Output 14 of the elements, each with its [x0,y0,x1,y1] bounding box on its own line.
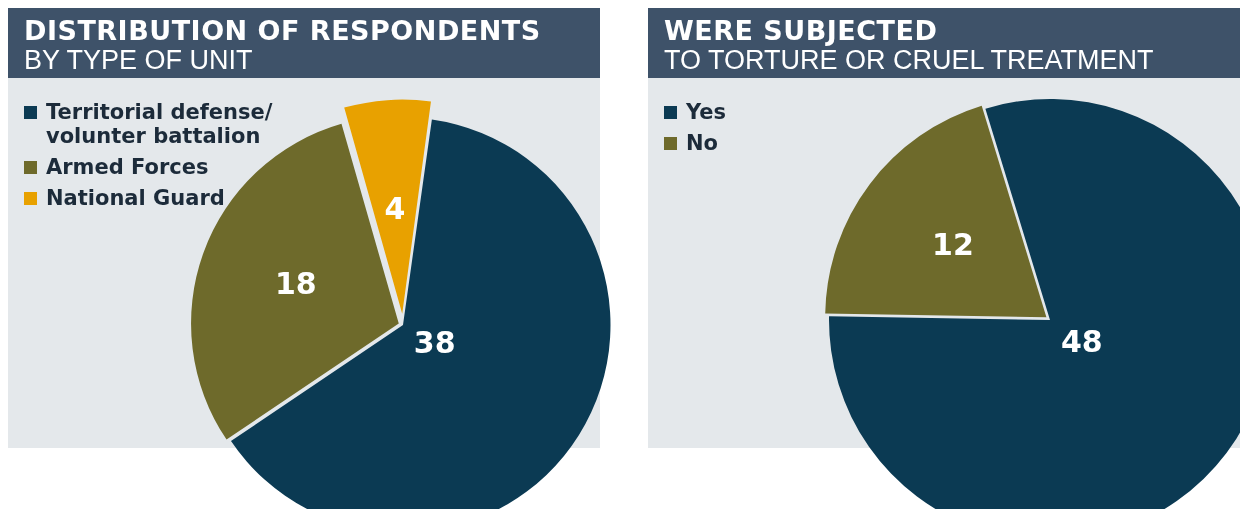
legend-label: Territorial defense/ volunter battalion [46,100,274,148]
data-label: 48 [1060,323,1103,359]
data-label: 38 [413,324,456,360]
chart-subtitle: TO TORTURE OR CRUEL TREATMENT [663,45,1155,75]
legend-label: Armed Forces [46,155,209,179]
data-label: 18 [274,265,317,301]
chart-title: WERE SUBJECTED [663,14,939,46]
legend-label: Yes [686,100,727,124]
chart-title: DISTRIBUTION OF RESPONDENTS [23,14,542,46]
legend-label: No [686,131,719,155]
data-label: 4 [384,190,406,226]
data-label: 12 [932,226,974,262]
legend-label: National Guard [46,186,225,210]
chart-subtitle: BY TYPE OF UNIT [23,45,254,75]
